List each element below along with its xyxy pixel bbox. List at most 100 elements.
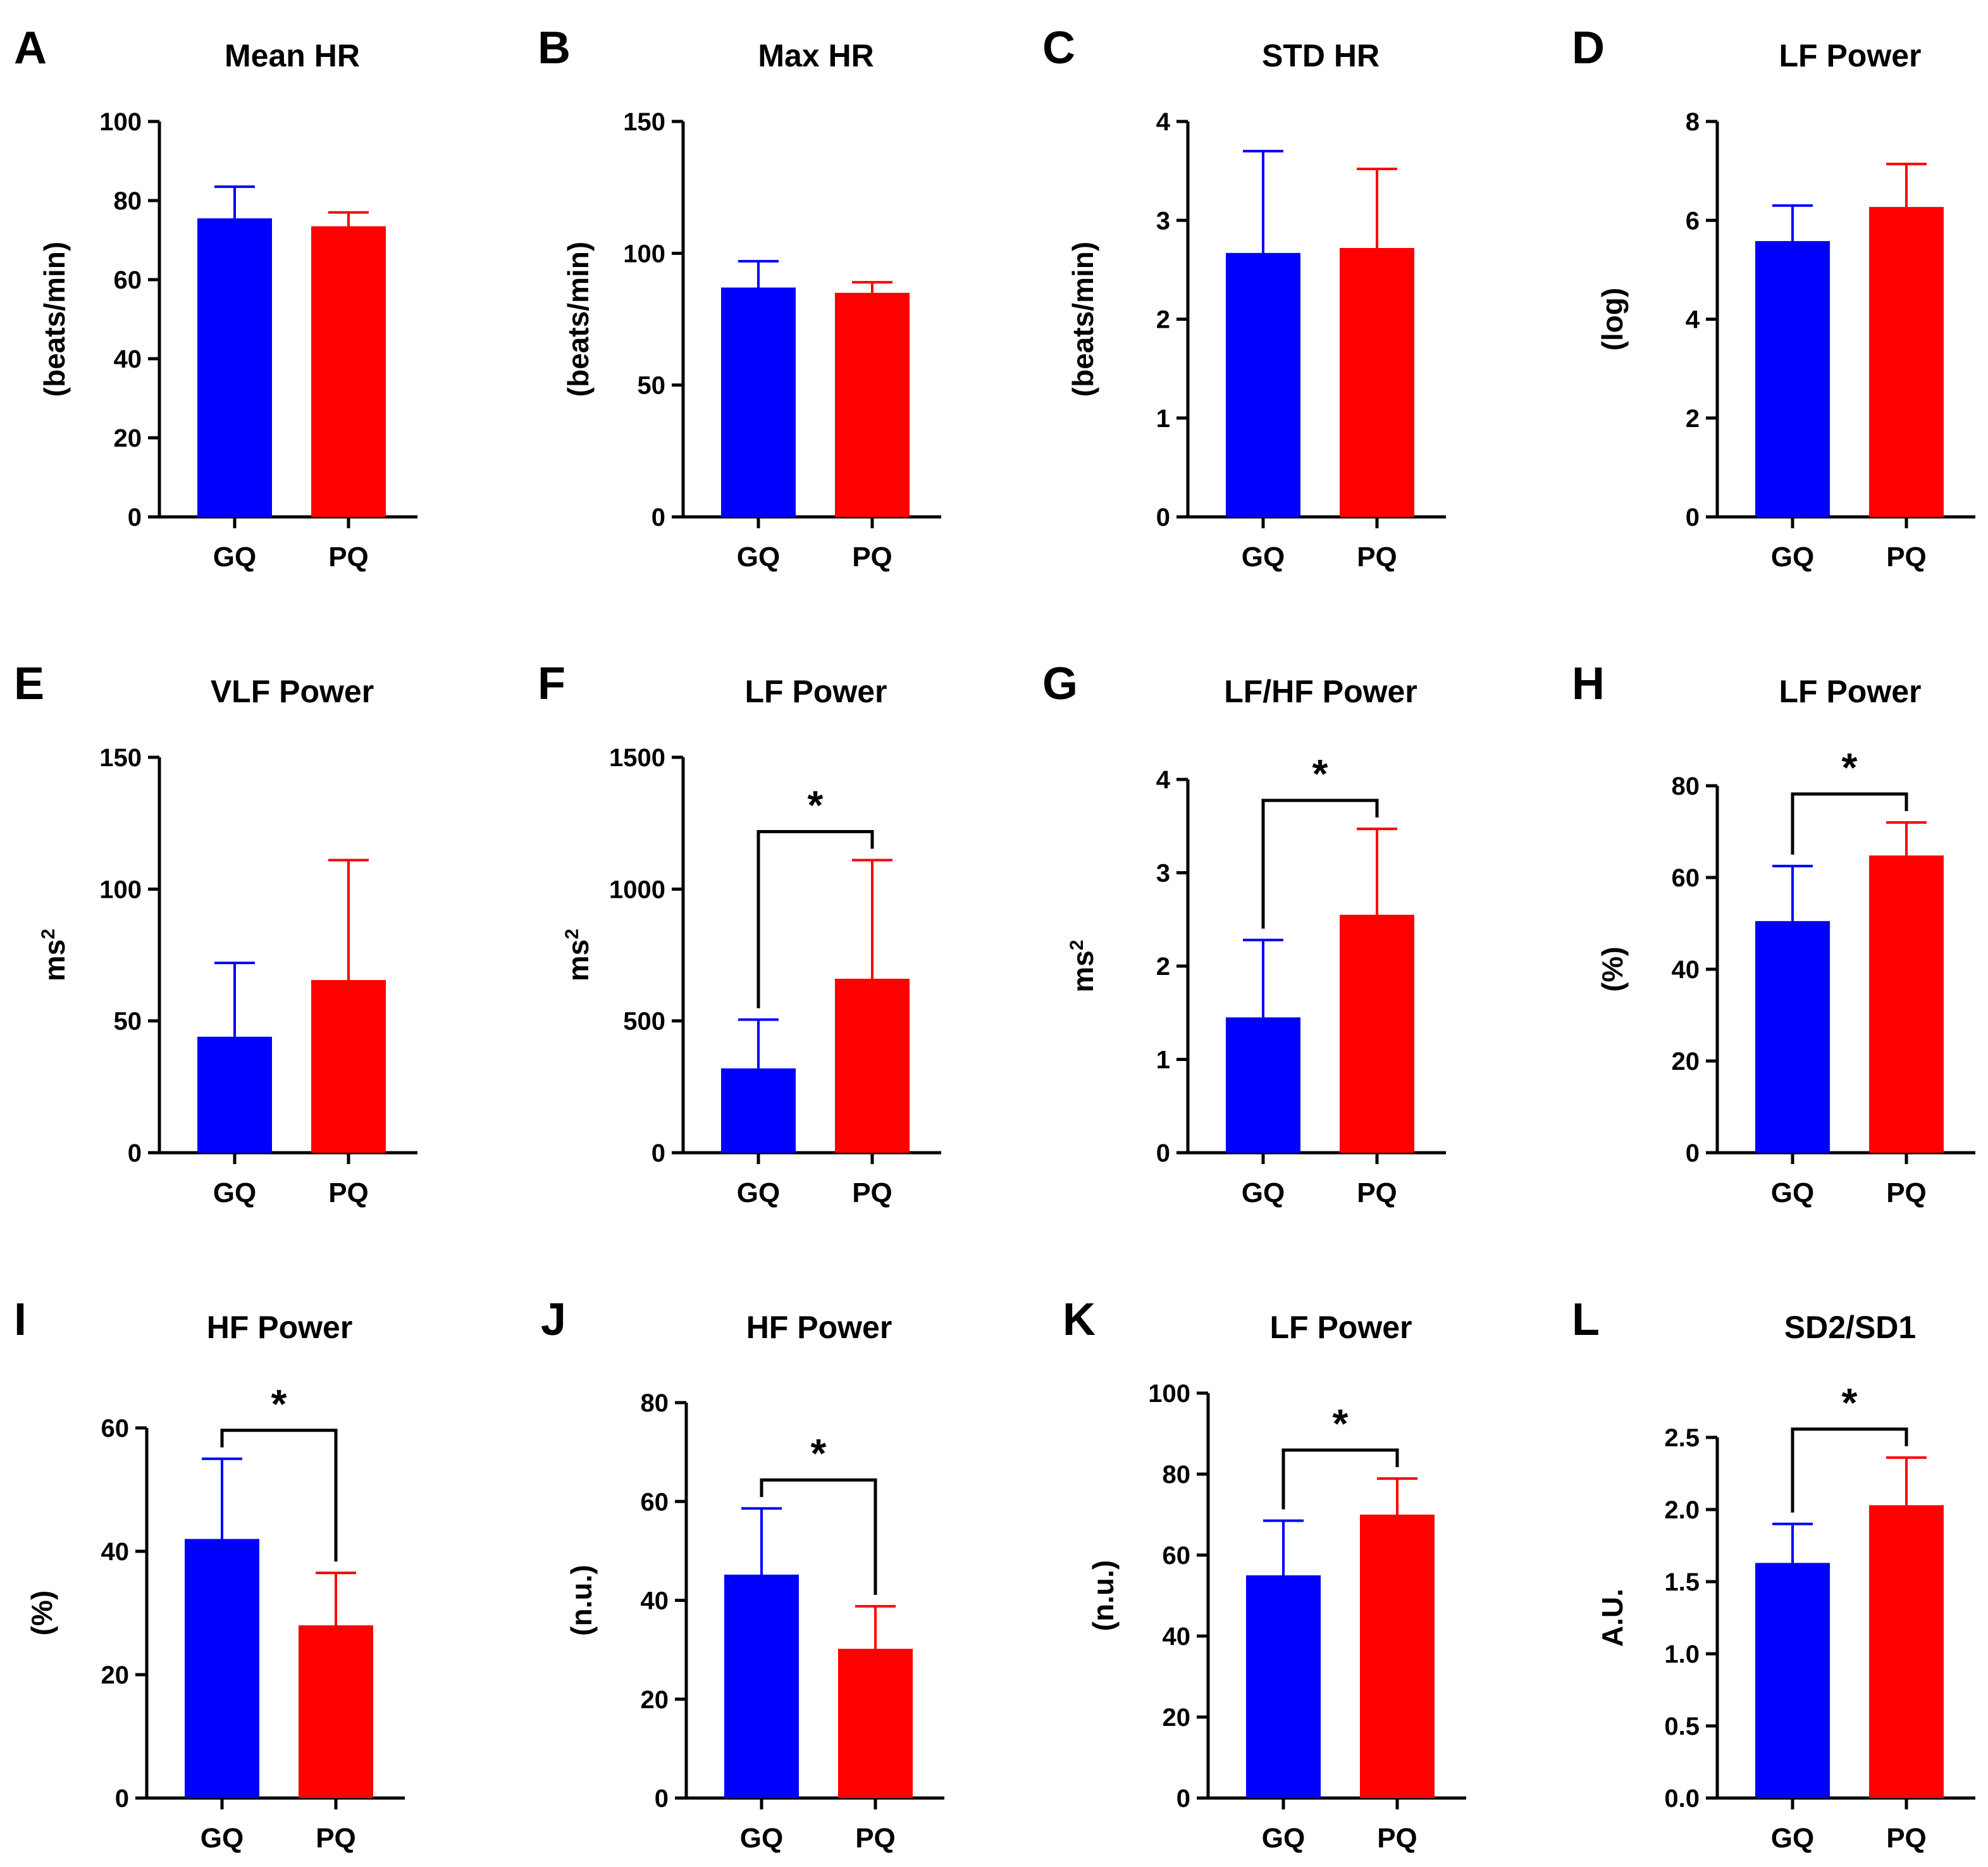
bar-gq: [1226, 252, 1300, 517]
y-tick-label: 0.5: [1664, 1713, 1700, 1740]
significance-bracket: [1281, 1448, 1399, 1510]
bar-pq: [838, 1649, 913, 1798]
y-tick-label: 8: [1686, 108, 1700, 136]
y-tick-label: 2.5: [1664, 1424, 1700, 1452]
bar-gq: [1755, 1563, 1830, 1798]
significance-marker: *: [808, 783, 824, 828]
panel-letter: H: [1572, 659, 1605, 709]
x-tick-label: PQ: [328, 542, 369, 573]
y-tick-label: 50: [114, 1008, 142, 1036]
x-tick-label: PQ: [328, 1177, 369, 1208]
y-tick-label: 100: [623, 240, 665, 268]
y-tick-label: 0: [655, 1785, 669, 1813]
bar-pq: [299, 1625, 373, 1798]
y-tick-label: 100: [99, 876, 142, 903]
y-tick-label: 60: [101, 1415, 130, 1442]
panel-e: E VLF Power 0 50 100 150 ms2 GQ PQ: [14, 659, 417, 1208]
significance-bracket: [1261, 798, 1379, 929]
y-tick-label: 2: [1156, 306, 1170, 334]
y-tick-label: 20: [641, 1686, 669, 1714]
x-tick-label: PQ: [1886, 542, 1927, 573]
panel-f: F LF Power 0 500 1000 1500 ms2 GQ PQ *: [538, 659, 941, 1208]
chart-title: HF Power: [746, 1310, 892, 1345]
bar-gq: [1755, 921, 1830, 1153]
y-tick-label: 40: [641, 1587, 669, 1615]
y-tick-label: 20: [101, 1661, 130, 1689]
bar-pq: [1360, 1515, 1435, 1798]
chart-title: VLF Power: [211, 674, 374, 709]
y-axis-label: (n.u.): [565, 1565, 598, 1635]
chart-title: HF Power: [207, 1310, 353, 1345]
y-tick-label: 80: [1163, 1461, 1191, 1489]
y-tick-label: 60: [641, 1488, 669, 1516]
significance-bracket: [760, 1478, 877, 1595]
y-tick-label: 4: [1156, 766, 1171, 794]
y-axis-label: A.U.: [1596, 1589, 1629, 1647]
y-tick-label: 1.0: [1664, 1641, 1700, 1668]
significance-marker: *: [1312, 751, 1328, 797]
y-tick-label: 0: [128, 1139, 142, 1167]
x-tick-label: GQ: [213, 542, 256, 573]
x-tick-label: GQ: [1242, 542, 1285, 573]
panel-k: K LF Power 0 20 40 60 80 100 (n.u.) GQ PQ *: [1063, 1294, 1466, 1854]
significance-marker: *: [1333, 1401, 1349, 1446]
y-tick-label: 0.0: [1664, 1785, 1700, 1813]
significance-bracket: [220, 1429, 338, 1562]
y-tick-label: 60: [1672, 864, 1700, 892]
x-tick-label: GQ: [1771, 1823, 1814, 1854]
y-tick-label: 40: [1672, 956, 1700, 984]
chart-title: LF Power: [744, 674, 887, 709]
x-tick-label: GQ: [1262, 1823, 1305, 1854]
y-axis-label: (beats/min): [1066, 242, 1099, 397]
y-tick-label: 0: [651, 504, 665, 531]
y-axis-label: (log): [1596, 288, 1629, 351]
bar-pq: [1869, 855, 1944, 1153]
y-tick-label: 0: [1686, 504, 1700, 531]
y-tick-label: 100: [99, 108, 142, 136]
x-tick-label: GQ: [1771, 1177, 1814, 1208]
panel-letter: C: [1042, 23, 1075, 73]
y-tick-label: 100: [1148, 1380, 1190, 1408]
y-tick-label: 40: [1163, 1623, 1191, 1651]
chart-title: LF Power: [1779, 674, 1921, 709]
bar-gq: [185, 1539, 259, 1798]
significance-marker: *: [1842, 745, 1858, 790]
panel-l: L SD2/SD1 0.0 0.5 1.0 1.5 2.0 2.5 A.U. GQ PQ *: [1572, 1294, 1975, 1854]
significance-marker: *: [271, 1381, 287, 1427]
chart-title: LF Power: [1779, 38, 1921, 73]
y-tick-label: 1000: [609, 876, 665, 903]
x-tick-label: GQ: [737, 1177, 780, 1208]
bar-gq: [1226, 1017, 1300, 1153]
bar-pq: [1869, 1505, 1944, 1798]
y-tick-label: 0: [128, 504, 142, 531]
y-tick-label: 0: [1176, 1785, 1190, 1813]
y-tick-label: 40: [114, 345, 142, 373]
y-tick-label: 3: [1156, 860, 1170, 888]
x-tick-label: GQ: [737, 542, 780, 573]
panel-a: A Mean HR 0 20 40 60 80 100 (beats/min) GQ PQ: [14, 23, 417, 573]
x-tick-label: GQ: [213, 1177, 256, 1208]
x-tick-label: PQ: [1886, 1823, 1927, 1854]
bar-gq: [197, 218, 272, 517]
y-axis-label: (%): [25, 1591, 58, 1636]
chart-title: LF/HF Power: [1224, 674, 1417, 709]
y-tick-label: 40: [101, 1538, 130, 1566]
bar-gq: [1755, 241, 1830, 517]
x-tick-label: PQ: [1357, 1177, 1397, 1208]
x-tick-label: GQ: [1771, 542, 1814, 573]
y-tick-label: 4: [1686, 306, 1700, 334]
panel-letter: E: [14, 659, 44, 709]
bar-pq: [1340, 248, 1414, 517]
y-tick-label: 80: [1672, 772, 1700, 800]
panel-i: I HF Power 0 20 40 60 (%) GQ PQ *: [14, 1294, 405, 1854]
y-tick-label: 60: [114, 266, 142, 294]
panel-letter: F: [538, 659, 565, 709]
y-axis-label: (n.u.): [1087, 1560, 1120, 1631]
y-tick-label: 2: [1686, 405, 1700, 433]
bar-gq: [1246, 1575, 1321, 1798]
panel-b: B Max HR 0 50 100 150 (beats/min) GQ PQ: [538, 23, 941, 573]
y-axis-label: ms2: [1066, 940, 1100, 992]
x-tick-label: PQ: [855, 1823, 896, 1854]
y-tick-label: 500: [623, 1008, 665, 1036]
panel-letter: J: [541, 1294, 566, 1345]
